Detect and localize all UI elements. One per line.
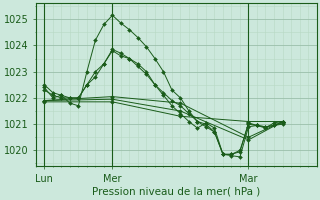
X-axis label: Pression niveau de la mer( hPa ): Pression niveau de la mer( hPa ) [92,187,260,197]
